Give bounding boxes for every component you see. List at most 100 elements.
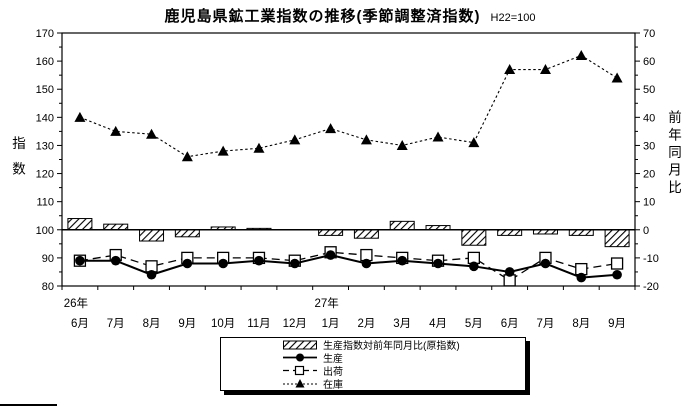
cropped-element-fragment: [0, 404, 57, 406]
inventory-point: [110, 125, 122, 136]
inventory-line-swatch: [283, 378, 317, 389]
inventory-point: [539, 64, 551, 75]
yoy-bar: [568, 229, 594, 236]
production-line-swatch: [283, 352, 317, 363]
left-axis-tick-label: 140: [36, 112, 54, 124]
production-point: [540, 258, 551, 269]
inventory-point: [611, 72, 623, 83]
inventory-point: [289, 134, 301, 145]
production-point: [612, 269, 622, 280]
production-point: [146, 269, 157, 280]
yoy-bar: [174, 229, 200, 238]
legend-label-production: 生産: [323, 354, 343, 365]
axes: 80 90 100 110 120 130 140 150 160 170 -20 -10 0 10 20 3…: [36, 28, 659, 330]
yoy-bar: [318, 229, 344, 236]
month-tick-label: 6月: [71, 318, 89, 330]
right-axis-tick-label: 70: [643, 28, 655, 40]
month-tick-label: 11月: [247, 318, 270, 330]
hatched-bar-swatch: [283, 340, 317, 350]
inventory-point: [432, 131, 444, 142]
inventory-point: [253, 142, 265, 153]
right-axis-tick-label: 20: [643, 169, 655, 181]
left-axis-tick-label: 80: [42, 281, 54, 293]
left-axis-tick-label: 100: [36, 225, 54, 237]
legend-item-production: 生産: [283, 352, 525, 365]
inventory-point: [74, 111, 86, 122]
production-point: [397, 255, 408, 266]
month-tick-label: 9月: [178, 318, 196, 330]
yoy-bar: [67, 218, 93, 231]
legend-item-inventory: 在庫: [283, 378, 525, 391]
yoy-bar: [461, 229, 487, 246]
production-point: [110, 255, 121, 266]
legend-label-inventory: 在庫: [323, 380, 343, 391]
month-tick-label: 9月: [608, 318, 626, 330]
inventory-point: [575, 49, 587, 60]
month-tick-label: 2月: [357, 318, 375, 330]
series-inventory: [74, 49, 623, 162]
month-tick-label: 3月: [393, 318, 411, 330]
right-axis-tick-label: -10: [643, 253, 659, 265]
inventory-point: [217, 145, 229, 156]
legend-label-shipment: 出荷: [323, 367, 343, 378]
left-axis-tick-label: 170: [36, 28, 54, 40]
inventory-point: [468, 137, 480, 148]
yoy-bar: [103, 223, 129, 231]
series-production: [75, 250, 622, 283]
left-axis-tick-label: 130: [36, 140, 54, 152]
month-tick-label: 7月: [537, 318, 555, 330]
legend-item-shipment: 出荷: [283, 365, 525, 378]
production-point: [576, 272, 587, 283]
left-axis-tick-label: 120: [36, 169, 54, 181]
left-axis-tick-label: 160: [36, 56, 54, 68]
production-point: [433, 258, 443, 269]
year-tick-label: 26年: [64, 296, 88, 310]
inventory-point: [325, 123, 337, 134]
legend-label-yoy-bar: 生産指数対前年同月比(原指数): [323, 341, 460, 352]
month-tick-label: 7月: [107, 318, 125, 330]
yoy-bar: [497, 229, 523, 236]
chart-plot-canvas: 80 90 100 110 120 130 140 150 160 170 -20 -10 0 10 20 3…: [36, 28, 659, 330]
production-point: [182, 258, 193, 269]
month-tick-label: 10月: [211, 318, 235, 330]
month-tick-label: 8月: [143, 318, 161, 330]
production-point: [325, 250, 336, 260]
right-axis-tick-label: 30: [643, 140, 655, 152]
production-point: [254, 255, 264, 266]
production-point: [75, 255, 85, 266]
left-axis-title: 指数: [10, 136, 25, 187]
yoy-bar: [353, 229, 379, 239]
right-axis-tick-label: 60: [643, 56, 655, 68]
production-point: [361, 258, 372, 269]
legend: 生産指数対前年同月比(原指数) 生産 出荷 在庫: [220, 337, 526, 391]
inventory-point: [396, 139, 408, 150]
right-axis-tick-label: 40: [643, 112, 655, 124]
right-axis-title: 前年同月比: [666, 110, 681, 198]
yoy-bar: [604, 229, 630, 248]
right-axis-tick-label: -20: [643, 281, 659, 293]
year-tick-label: 27年: [314, 296, 338, 310]
inventory-point: [146, 128, 158, 139]
inventory-point: [504, 64, 516, 75]
yoy-bar: [139, 229, 165, 242]
month-tick-label: 1月: [322, 318, 340, 330]
inventory-point: [360, 134, 372, 145]
right-axis-tick-label: 50: [643, 84, 655, 96]
left-axis-tick-label: 150: [36, 84, 54, 96]
shipment-line-swatch: [283, 365, 317, 376]
yoy-bar: [389, 220, 415, 231]
month-tick-label: 12月: [283, 318, 307, 330]
chart-header: 鹿児島県鉱工業指数の推移(季節調整済指数) H22=100: [0, 5, 700, 26]
right-axis-tick-label: 10: [643, 197, 655, 209]
legend-item-yoy-bar: 生産指数対前年同月比(原指数): [283, 339, 525, 352]
left-axis-tick-label: 110: [36, 197, 54, 209]
production-point: [289, 258, 300, 269]
month-tick-label: 5月: [465, 318, 483, 330]
inventory-point: [181, 151, 193, 162]
chart-title: 鹿児島県鉱工業指数の推移(季節調整済指数): [164, 8, 481, 25]
shipment-point: [610, 257, 624, 270]
production-point: [218, 258, 228, 269]
chart-subtitle: H22=100: [490, 12, 536, 24]
month-tick-label: 6月: [501, 318, 519, 330]
